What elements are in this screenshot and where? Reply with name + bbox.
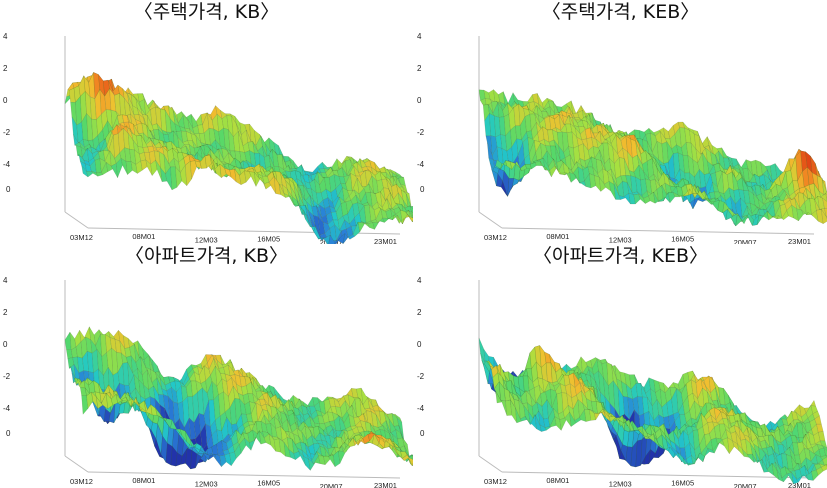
x-tick-label: 08M01	[546, 232, 569, 241]
y-tick-label: 0	[420, 429, 425, 438]
axes-frame	[64, 280, 401, 479]
surface	[64, 72, 413, 244]
surface-facet	[820, 193, 827, 202]
surface-facet	[824, 208, 827, 218]
z-tick-label: 4	[3, 32, 8, 41]
surface-facet	[822, 456, 827, 467]
x-tick-label: 16M05	[671, 235, 694, 244]
surface-facet	[823, 447, 827, 457]
axes-frame	[478, 280, 815, 479]
surface-facet	[407, 214, 413, 223]
chart-title: 〈주택가격, KB〉	[133, 1, 280, 23]
x-tick-label: 08M01	[132, 232, 155, 241]
surface-facet	[412, 463, 413, 467]
x-tick-label: 23M01	[374, 237, 397, 244]
x-tick-label: 23M01	[788, 237, 811, 244]
surface-facet	[821, 445, 827, 451]
z-tick-label: 0	[417, 96, 422, 105]
z-tick-label: -4	[417, 404, 425, 413]
x-tick-label: 20M07	[734, 482, 757, 488]
x-tick-label: 23M01	[374, 481, 397, 488]
surface-facet	[409, 205, 413, 214]
y-axis-line	[64, 455, 89, 473]
z-tick-label: -4	[417, 160, 425, 169]
x-tick-label: 08M01	[546, 476, 569, 485]
x-tick-label: 08M01	[132, 476, 155, 485]
surface-facet	[820, 455, 827, 460]
surface-facet	[411, 210, 413, 219]
x-axis-line	[501, 471, 815, 479]
x-axis-line	[87, 471, 401, 479]
z-tick-label: 0	[417, 340, 422, 349]
z-tick-label: 4	[417, 276, 422, 285]
surface-facet	[821, 178, 827, 196]
x-tick-label: 12M03	[195, 235, 218, 244]
z-tick-label: 0	[3, 340, 8, 349]
surface-facet	[544, 426, 553, 431]
surface-facet	[559, 417, 567, 432]
x-tick-label: 03M12	[70, 477, 93, 486]
surface	[478, 89, 827, 227]
x-tick-label: 12M03	[609, 235, 632, 244]
x-tick-label: 16M05	[257, 479, 280, 488]
z-tick-label: 4	[3, 276, 8, 285]
chart-title: 〈아파트가격, KEB〉	[533, 245, 708, 267]
chart-panel-house-kb: 〈주택가격, KB〉 420-2-405010003M1208M0112M031…	[0, 0, 413, 244]
x-tick-label: 23M01	[788, 481, 811, 488]
z-tick-label: 2	[417, 308, 422, 317]
chart-panel-house-keb: 〈주택가격, KEB〉 420-2-405010003M1208M0112M03…	[414, 0, 827, 244]
y-tick-label: 0	[420, 185, 425, 194]
chart-title: 〈주택가격, KEB〉	[541, 1, 700, 23]
x-axis-line	[501, 227, 815, 235]
axes-frame	[478, 36, 815, 235]
surface-plot: 420-2-405010003M1208M0112M0316M0520M0723…	[3, 276, 413, 488]
z-tick-label: -2	[3, 128, 11, 137]
x-tick-label: 03M12	[484, 477, 507, 486]
z-tick-label: 0	[3, 96, 8, 105]
y-axis-line	[478, 211, 503, 229]
y-axis-line	[64, 211, 89, 229]
chart-panel-apt-keb: 〈아파트가격, KEB〉 420-2-405010003M1208M0112M0…	[414, 244, 827, 488]
z-tick-label: 2	[417, 64, 422, 73]
surface-facet	[823, 191, 827, 195]
surface	[478, 337, 827, 485]
x-tick-label: 20M07	[734, 238, 757, 244]
z-tick-label: -4	[3, 160, 11, 169]
surface-plot: 420-2-405010003M1208M0112M0316M0520M0723…	[417, 32, 827, 244]
x-tick-label: 12M03	[195, 479, 218, 488]
x-tick-label: 03M12	[484, 233, 507, 242]
y-tick-label: 0	[6, 185, 11, 194]
surface-facet	[821, 464, 827, 472]
z-tick-label: -2	[417, 128, 425, 137]
surface-facet	[406, 209, 413, 220]
x-tick-label: 16M05	[671, 479, 694, 488]
z-tick-label: -4	[3, 404, 11, 413]
z-tick-label: 4	[417, 32, 422, 41]
surface-facet	[821, 209, 827, 225]
x-tick-label: 20M07	[320, 482, 343, 488]
surface-facet	[822, 197, 827, 209]
surface-facet	[412, 220, 413, 222]
z-tick-label: -2	[3, 372, 11, 381]
surface-plot: 420-2-405010003M1208M0112M0316M0520M0723…	[3, 32, 413, 244]
y-tick-label: 0	[6, 429, 11, 438]
chart-title: 〈아파트가격, KB〉	[125, 245, 288, 267]
z-tick-label: -2	[417, 372, 425, 381]
surface-plot: 420-2-405010003M1208M0112M0316M0520M0723…	[417, 276, 827, 488]
z-tick-label: 2	[3, 64, 8, 73]
surface	[64, 326, 413, 472]
chart-panel-apt-kb: 〈아파트가격, KB〉 420-2-405010003M1208M0112M03…	[0, 244, 413, 488]
x-tick-label: 16M05	[257, 235, 280, 244]
y-axis-line	[478, 455, 503, 473]
z-tick-label: 2	[3, 308, 8, 317]
surface-facet	[407, 454, 413, 467]
x-tick-label: 03M12	[70, 233, 93, 242]
x-tick-label: 12M03	[609, 479, 632, 488]
